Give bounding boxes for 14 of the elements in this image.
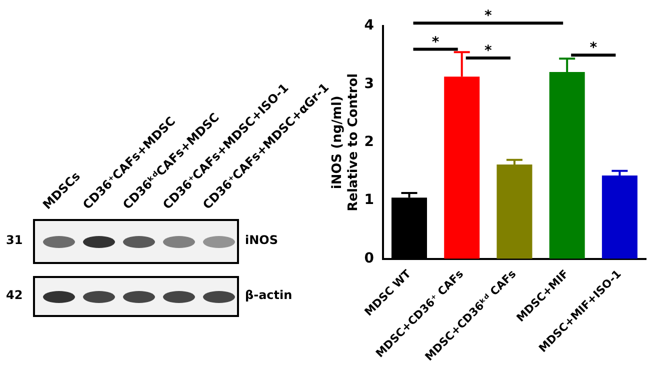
annotation: * xyxy=(432,34,440,50)
annotation: * xyxy=(590,40,598,56)
text: * xyxy=(484,8,492,24)
y-axis-title: iNOS (ng/ml) Relative to Control xyxy=(330,73,361,212)
y-tick-label: 0 xyxy=(364,250,374,266)
text: iNOS xyxy=(245,233,278,247)
y-tick-label: 1 xyxy=(364,192,374,208)
y-tick-label: 2 xyxy=(364,134,374,150)
y-tick-label: 3 xyxy=(364,76,374,92)
text: 31 xyxy=(6,233,23,247)
annotation: * xyxy=(484,43,492,60)
y-tick-label: 4 xyxy=(364,18,374,34)
text: β-actin xyxy=(245,288,292,302)
text: 42 xyxy=(6,288,23,302)
